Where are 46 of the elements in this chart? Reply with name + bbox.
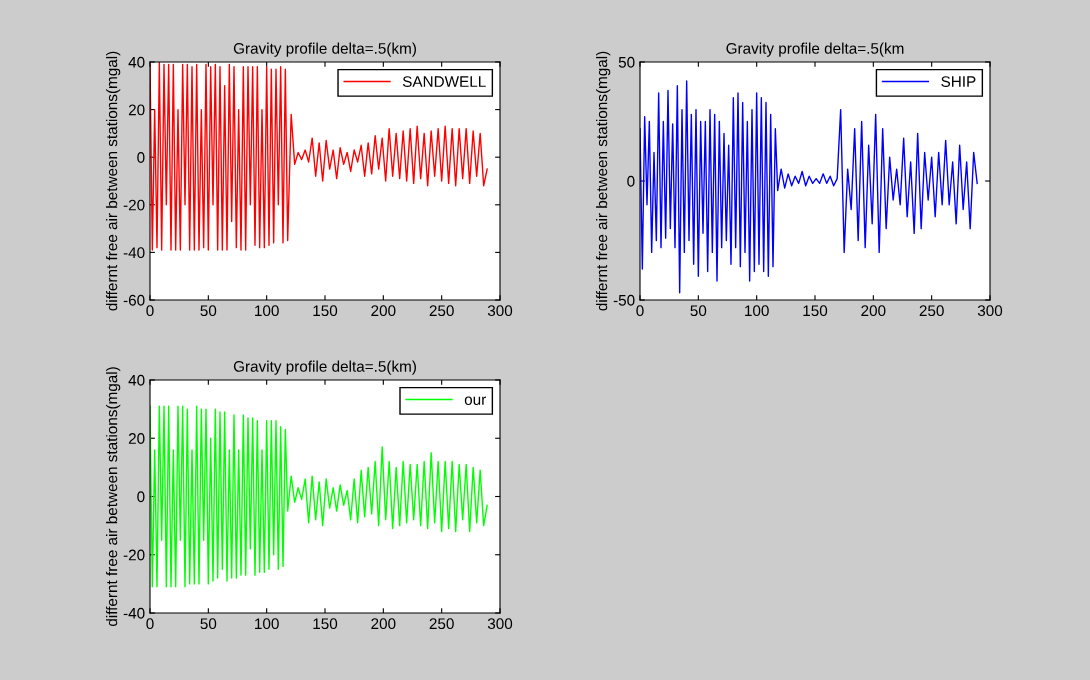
x-tick-label: 300 [977, 305, 1003, 317]
x-tick-label: 0 [146, 305, 154, 317]
x-tick-label: 50 [200, 305, 217, 317]
y-tick-label: 0 [137, 152, 145, 163]
y-tick-label: -20 [123, 199, 145, 211]
y-tick-label: -50 [613, 294, 635, 306]
x-tick-label: 0 [146, 618, 154, 630]
y-tick-label: -20 [123, 549, 145, 561]
y-tick-label: 0 [627, 175, 635, 187]
x-tick-label: 100 [745, 305, 769, 317]
x-tick-label: 150 [313, 305, 338, 317]
x-tick-label: 250 [919, 305, 944, 317]
y-tick-label: 20 [128, 433, 145, 444]
line-series [150, 62, 488, 251]
y-tick-label: 50 [618, 56, 635, 68]
x-tick-label: 300 [487, 305, 513, 317]
x-tick-label: 200 [371, 618, 396, 630]
x-tick-label: 100 [255, 305, 279, 317]
chart-title: Gravity profile delta=.5(km) [233, 42, 416, 57]
y-axis-title: differnt free air between stations(mgal) [106, 51, 121, 311]
y-tick-label: -40 [123, 607, 145, 619]
line-series [150, 405, 488, 588]
x-tick-label: 150 [313, 618, 338, 630]
y-tick-label: 20 [128, 104, 145, 116]
y-tick-label: 0 [137, 491, 145, 503]
x-tick-label: 0 [636, 305, 644, 317]
x-tick-label: 250 [429, 618, 454, 630]
x-tick-label: 300 [487, 618, 513, 630]
y-tick-label: -40 [123, 247, 145, 259]
y-axis-title: differnt free air between stations(mgal) [596, 51, 611, 311]
x-tick-label: 100 [255, 618, 279, 630]
x-tick-label: 250 [429, 305, 454, 317]
chart-title: Gravity profile delta=.5(km) [233, 360, 416, 375]
x-tick-label: 200 [371, 305, 396, 317]
x-tick-label: 200 [861, 305, 886, 317]
legend-label: SHIP [941, 76, 976, 87]
y-tick-label: 40 [128, 374, 145, 386]
x-tick-label: 50 [200, 618, 217, 630]
y-tick-label: 40 [128, 56, 145, 68]
x-tick-label: 50 [690, 305, 707, 317]
y-axis-title: differnt free air between stations(mgal) [106, 367, 121, 627]
chart-title: Gravity profile delta=.5(km [726, 42, 904, 57]
legend-label: our [464, 396, 486, 405]
legend-label: SANDWELL [402, 76, 486, 87]
y-tick-label: -60 [123, 294, 145, 306]
x-tick-label: 150 [803, 305, 828, 317]
